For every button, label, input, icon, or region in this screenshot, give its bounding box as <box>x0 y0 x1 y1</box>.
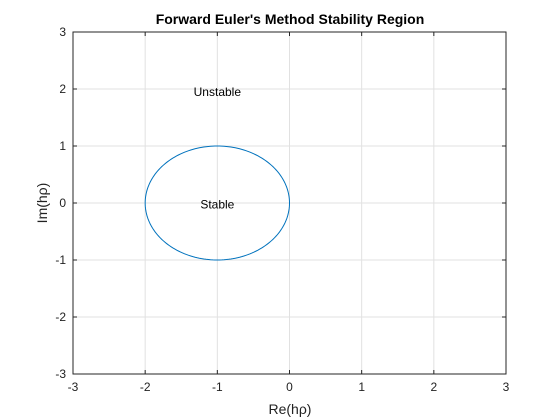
ticks <box>72 31 507 375</box>
y-tick-label: 2 <box>59 82 66 96</box>
y-tick-label: 1 <box>59 139 66 153</box>
annotation-unstable: Unstable <box>194 85 242 99</box>
x-tick-label: -1 <box>212 380 223 394</box>
x-tick-labels: -3 -2 -1 0 1 2 3 <box>68 380 510 394</box>
x-tick-label: 2 <box>430 380 437 394</box>
y-tick-label: -3 <box>55 367 66 381</box>
stability-boundary-circle <box>144 145 291 261</box>
x-tick-label: 1 <box>358 380 365 394</box>
y-tick-labels: -3 -2 -1 0 1 2 3 <box>55 25 66 381</box>
x-tick-label: 0 <box>286 380 293 394</box>
chart-title: Forward Euler's Method Stability Region <box>156 11 425 27</box>
y-tick-label: 0 <box>59 196 66 210</box>
annotations: Unstable Stable <box>194 85 242 212</box>
x-tick-label: -3 <box>68 380 79 394</box>
x-tick-label: 3 <box>503 380 510 394</box>
y-tick-label: -1 <box>55 253 66 267</box>
x-axis-label: Re(hρ) <box>269 401 312 417</box>
x-tick-label: -2 <box>140 380 151 394</box>
y-axis-label: Im(hρ) <box>34 183 50 224</box>
y-tick-label: -2 <box>55 310 66 324</box>
y-tick-label: 3 <box>59 25 66 39</box>
annotation-stable: Stable <box>200 198 234 212</box>
